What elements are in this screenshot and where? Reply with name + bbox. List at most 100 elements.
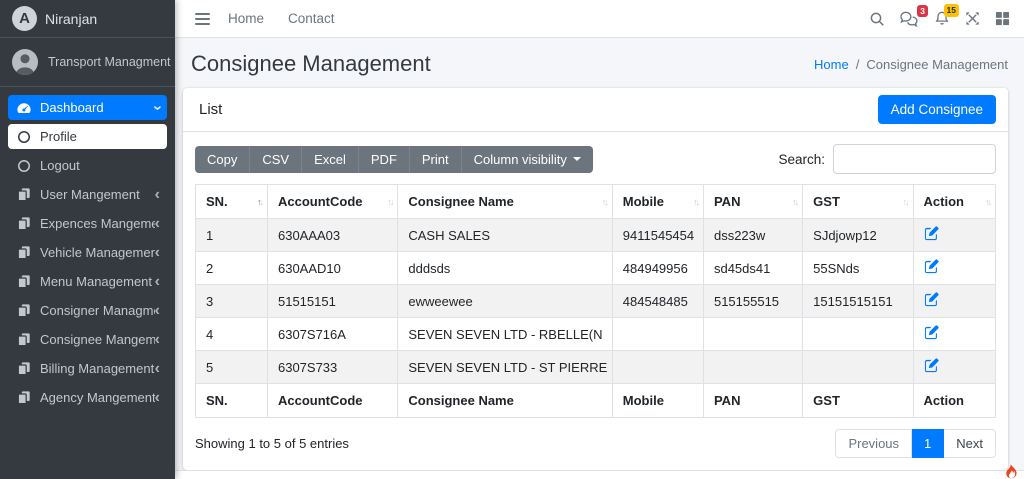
fullscreen-icon[interactable] xyxy=(965,11,980,26)
table-cell: 484548485 xyxy=(611,284,704,318)
sidebar-item-label: Dashboard xyxy=(40,100,104,115)
copy-icon xyxy=(15,274,32,290)
sidebar-nav: Dashboard ‹ Profile Logout User Mangeme xyxy=(0,87,175,422)
pagination-page-1[interactable]: 1 xyxy=(912,429,945,458)
table-row: 4 6307S716A SEVEN SEVEN LTD - RBELLE(N xyxy=(195,317,997,351)
table-cell: 1 xyxy=(195,218,268,252)
page-footer xyxy=(175,464,1024,479)
table-cell: dddsds xyxy=(397,251,613,285)
table-cell: 6307S733 xyxy=(266,350,399,384)
table-cell-action xyxy=(912,218,997,252)
footer-column-gst: GST xyxy=(802,383,914,418)
sidebar-item-consigner-managment[interactable]: Consigner Managment ‹ xyxy=(8,298,167,323)
sidebar-item-label: Consignee Mangement xyxy=(40,332,155,347)
sidebar-item-label: Expences Mangement xyxy=(40,216,155,231)
sidebar-item-label: Vehicle Management xyxy=(40,245,155,260)
search-input[interactable] xyxy=(833,144,996,174)
brand-link[interactable]: A Niranjan xyxy=(0,0,175,38)
table-cell xyxy=(802,317,914,351)
edit-icon[interactable] xyxy=(924,292,939,307)
edit-icon[interactable] xyxy=(924,259,939,274)
sidebar-item-label: Logout xyxy=(40,158,80,173)
sidebar: A Niranjan Transport Managment Dashboard… xyxy=(0,0,175,479)
column-header-consignee-name[interactable]: Consignee Name ↑↓ xyxy=(397,184,613,219)
caret-down-icon xyxy=(572,157,581,161)
notifications-bell-icon[interactable]: 15 xyxy=(934,4,959,27)
table-toolbar: Copy CSV Excel PDF Print Column visibili… xyxy=(195,144,996,174)
navbar-link-contact[interactable]: Contact xyxy=(288,11,335,26)
consignee-table: SN. ↑↓ AccountCode ↑↓ Consignee Name ↑↓ Mob… xyxy=(195,184,997,418)
footer-column-action: Action xyxy=(912,383,997,418)
sidebar-item-profile[interactable]: Profile xyxy=(8,124,167,149)
table-row: 2 630AAD10 dddsds 484949956 sd45ds41 55S… xyxy=(195,251,997,285)
sidebar-item-expences-mangement[interactable]: Expences Mangement ‹ xyxy=(8,211,167,236)
copy-icon xyxy=(15,187,32,203)
add-consignee-button[interactable]: Add Consignee xyxy=(877,95,996,124)
column-visibility-label: Column visibility xyxy=(473,151,567,167)
table-row: 1 630AAA03 CASH SALES 9411545454 dss223w… xyxy=(195,218,997,252)
navbar-link-home[interactable]: Home xyxy=(228,11,265,26)
table-cell: 630AAD10 xyxy=(266,251,399,285)
sidebar-item-label: Consigner Managment xyxy=(40,303,155,318)
sidebar-item-user-mangement[interactable]: User Mangement ‹ xyxy=(8,182,167,207)
sidebar-item-vehicle-management[interactable]: Vehicle Management ‹ xyxy=(8,240,167,265)
pagination: Previous 1 Next xyxy=(835,429,996,458)
sidebar-item-label: Menu Management xyxy=(40,274,153,289)
table-cell: 4 xyxy=(195,317,268,351)
consignee-list-card: List Add Consignee Copy CSV Excel PDF Pr… xyxy=(183,88,1008,470)
print-button[interactable]: Print xyxy=(409,145,462,173)
excel-button[interactable]: Excel xyxy=(302,145,359,173)
edit-icon[interactable] xyxy=(924,358,939,373)
table-info: Showing 1 to 5 of 5 entries xyxy=(195,436,349,451)
user-panel[interactable]: Transport Managment xyxy=(0,38,175,87)
sort-icon: ↑↓ xyxy=(902,196,910,207)
table-cell: SEVEN SEVEN LTD - ST PIERRE xyxy=(397,350,613,384)
grid-menu-icon[interactable] xyxy=(995,11,1010,26)
column-header-gst[interactable]: GST ↑↓ xyxy=(802,184,914,219)
csv-button[interactable]: CSV xyxy=(250,145,303,173)
tachometer-icon xyxy=(15,100,32,116)
table-cell: 3 xyxy=(195,284,268,318)
sidebar-item-billing-management[interactable]: Billing Management ‹ xyxy=(8,356,167,381)
sidebar-item-dashboard[interactable]: Dashboard ‹ xyxy=(8,95,167,120)
column-header-mobile[interactable]: Mobile ↑↓ xyxy=(611,184,704,219)
search-icon[interactable] xyxy=(869,11,885,27)
copy-icon xyxy=(15,332,32,348)
messages-icon[interactable]: 3 xyxy=(900,4,928,27)
table-cell: 9411545454 xyxy=(611,218,704,252)
pagination-previous[interactable]: Previous xyxy=(835,429,913,458)
sidebar-item-consignee-mangement[interactable]: Consignee Mangement ‹ xyxy=(8,327,167,352)
footer-column-pan: PAN xyxy=(702,383,804,418)
pdf-button[interactable]: PDF xyxy=(358,145,410,173)
pagination-next[interactable]: Next xyxy=(944,429,996,458)
copy-icon xyxy=(15,216,32,232)
user-name: Transport Managment xyxy=(48,55,171,69)
table-cell: 55SNds xyxy=(802,251,914,285)
table-cell xyxy=(702,350,804,384)
sidebar-toggle-icon[interactable] xyxy=(189,9,216,29)
footer-column-sn: SN. xyxy=(195,383,268,418)
table-cell: sd45ds41 xyxy=(702,251,804,285)
edit-icon[interactable] xyxy=(924,325,939,340)
sidebar-item-menu-management[interactable]: Menu Management ‹ xyxy=(8,269,167,294)
footer-column-consignee-name: Consignee Name xyxy=(397,383,613,418)
brand-name: Niranjan xyxy=(45,10,98,27)
table-cell xyxy=(702,317,804,351)
column-visibility-button[interactable]: Column visibility xyxy=(461,145,593,173)
breadcrumb-separator: / xyxy=(855,56,860,72)
table-cell-action xyxy=(912,350,997,384)
sidebar-item-agency-mangement[interactable]: Agency Mangement ‹ xyxy=(8,385,167,410)
sidebar-item-logout[interactable]: Logout xyxy=(8,153,167,178)
circle-icon xyxy=(15,158,32,174)
table-row: 5 6307S733 SEVEN SEVEN LTD - ST PIERRE xyxy=(195,350,997,384)
column-header-pan[interactable]: PAN ↑↓ xyxy=(702,184,804,219)
column-header-sn[interactable]: SN. ↑↓ xyxy=(195,184,268,219)
column-header-accountcode[interactable]: AccountCode ↑↓ xyxy=(266,184,399,219)
copy-icon xyxy=(15,303,32,319)
edit-icon[interactable] xyxy=(924,226,939,241)
copy-button[interactable]: Copy xyxy=(195,145,251,173)
footer-column-accountcode: AccountCode xyxy=(266,383,399,418)
breadcrumb-home-link[interactable]: Home xyxy=(814,56,849,72)
column-header-action[interactable]: Action ↑↓ xyxy=(912,184,997,219)
table-row: 3 51515151 ewweewee 484548485 515155515 … xyxy=(195,284,997,318)
